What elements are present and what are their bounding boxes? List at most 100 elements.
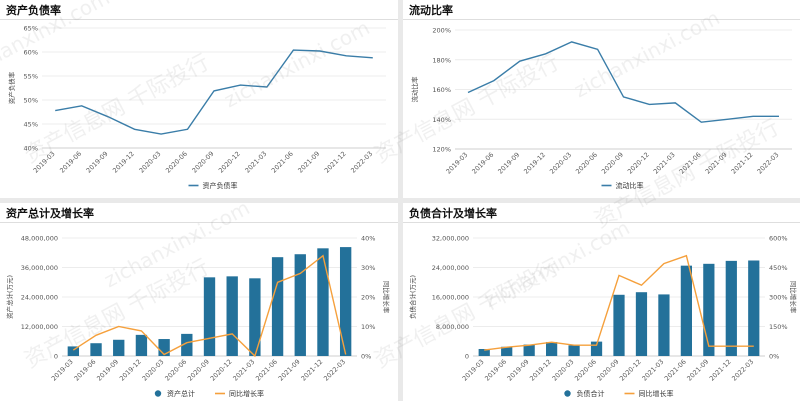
y-tick-label: 48,000,000 bbox=[21, 235, 58, 243]
y2-tick-label: 150% bbox=[769, 323, 788, 331]
total-assets-chart: 0 12,000,000 24,000,000 36,000,000 48,000,00… bbox=[5, 235, 391, 399]
x-tick-label: 2020-09 bbox=[600, 151, 625, 176]
bar bbox=[339, 247, 352, 356]
bar bbox=[135, 334, 148, 356]
chart-panel-3: 资产总计及增长率 0 12,000,000 24,000,000 36,000,000… bbox=[0, 203, 398, 401]
bar bbox=[181, 333, 193, 356]
y2-axis-label: 同比增长率 bbox=[789, 281, 798, 314]
series-line bbox=[72, 254, 347, 358]
x-tick-label: 2021-12 bbox=[708, 358, 733, 383]
chart-panel-2: 流动比率 120% 140% 160% 180% 200% 2019-03 2019-06 2… bbox=[403, 0, 800, 198]
y-tick-label: 120% bbox=[432, 146, 451, 154]
x-tick-label: 2019-03 bbox=[50, 358, 75, 383]
bar bbox=[249, 278, 261, 356]
y2-tick-label: 450% bbox=[769, 264, 788, 272]
asset-liability-ratio-chart: 40%45%50%55%60%65%2019-03 2019-06 2019-09 2… bbox=[7, 25, 386, 190]
legend-label: 同比增长率 bbox=[229, 389, 264, 398]
y-tick-label: 16,000,000 bbox=[432, 294, 469, 302]
x-tick-label: 2022-03 bbox=[349, 150, 374, 175]
y2-tick-label: 10% bbox=[361, 323, 375, 331]
x-tick-label: 2019-12 bbox=[528, 358, 553, 383]
panel-title: 资产负债率 bbox=[6, 4, 61, 17]
y2-axis-label: 同比增长率 bbox=[382, 281, 391, 314]
x-tick-label: 2020-03 bbox=[548, 151, 573, 176]
x-tick-label: 2019-12 bbox=[111, 150, 136, 175]
series-line bbox=[467, 41, 779, 123]
panel-title: 负债合计及增长率 bbox=[409, 207, 497, 220]
y-axis-label: 资产负债率 bbox=[7, 71, 16, 104]
x-tick-label: 2021-06 bbox=[678, 151, 703, 176]
series-line bbox=[484, 254, 754, 351]
bar bbox=[113, 339, 125, 356]
y-tick-label: 40% bbox=[24, 145, 38, 153]
y-axis-label: 流动比率 bbox=[410, 76, 419, 103]
x-tick-label: 2019-09 bbox=[506, 358, 531, 383]
bar bbox=[546, 341, 558, 356]
chart-panel-1: 资产负债率 40% 45% 50% 55% 60% 65% 2019-03 2019-06 20… bbox=[0, 0, 398, 198]
bar bbox=[703, 263, 715, 356]
y2-tick-label: 40% bbox=[361, 235, 375, 243]
x-tick-label: 2019-09 bbox=[85, 150, 110, 175]
x-tick-label: 2020-03 bbox=[138, 150, 163, 175]
x-tick-label: 2021-12 bbox=[730, 151, 755, 176]
y-tick-label: 180% bbox=[432, 56, 451, 64]
title-divider bbox=[403, 19, 800, 20]
y-tick-label: 36,000,000 bbox=[21, 264, 58, 272]
x-tick-label: 2021-03 bbox=[243, 150, 268, 175]
y-tick-label: 55% bbox=[24, 73, 38, 81]
x-tick-label: 2021-09 bbox=[704, 151, 729, 176]
x-tick-label: 2020-09 bbox=[186, 358, 211, 383]
y-tick-label: 200% bbox=[432, 27, 451, 35]
x-tick-label: 2019-06 bbox=[483, 358, 508, 383]
x-tick-label: 2019-06 bbox=[470, 151, 495, 176]
y2-tick-label: 0% bbox=[361, 353, 371, 361]
y-tick-label: 60% bbox=[24, 49, 38, 57]
y-axis-label: 负债合计(万元) bbox=[408, 275, 417, 319]
current-ratio-chart: 120% 140% 160% 180% 200% 2019-03 2019-06 2019-0… bbox=[410, 27, 792, 190]
bar bbox=[67, 346, 80, 356]
bar bbox=[635, 292, 648, 356]
bar bbox=[613, 294, 625, 356]
y2-tick-label: 20% bbox=[361, 294, 375, 302]
y-tick-label: 140% bbox=[432, 116, 451, 124]
bar bbox=[317, 248, 329, 356]
legend-marker bbox=[564, 390, 571, 397]
x-tick-label: 2021-03 bbox=[652, 151, 677, 176]
x-tick-label: 2020-09 bbox=[191, 150, 216, 175]
y-tick-label: 160% bbox=[432, 86, 451, 94]
y-tick-label: 32,000,000 bbox=[432, 235, 469, 243]
x-tick-label: 2020-06 bbox=[163, 358, 188, 383]
x-tick-label: 2019-03 bbox=[32, 150, 57, 175]
bar bbox=[748, 260, 760, 356]
y2-tick-label: 0% bbox=[769, 353, 779, 361]
x-tick-label: 2021-12 bbox=[300, 358, 325, 383]
x-tick-label: 2021-06 bbox=[663, 358, 688, 383]
legend-label: 同比增长率 bbox=[639, 389, 674, 398]
title-divider bbox=[403, 222, 800, 223]
bar bbox=[501, 346, 513, 356]
y-tick-label: 24,000,000 bbox=[432, 264, 469, 272]
bar bbox=[658, 294, 670, 356]
title-divider bbox=[0, 222, 398, 223]
y-tick-label: 0 bbox=[465, 353, 469, 361]
bar bbox=[680, 265, 692, 356]
chart-panel-4: 负债合计及增长率 0 8,000,000 16,000,000 24,000,000 3… bbox=[403, 203, 800, 401]
y-tick-label: 24,000,000 bbox=[21, 294, 58, 302]
bar bbox=[271, 257, 284, 356]
panel-title: 资产总计及增长率 bbox=[6, 207, 94, 220]
x-tick-label: 2020-12 bbox=[626, 151, 651, 176]
x-tick-label: 2021-03 bbox=[640, 358, 665, 383]
y-tick-label: 50% bbox=[24, 97, 38, 105]
bar bbox=[590, 341, 603, 356]
y-tick-label: 12,000,000 bbox=[21, 323, 58, 331]
x-tick-label: 2022-03 bbox=[756, 151, 781, 176]
x-tick-label: 2020-12 bbox=[217, 150, 242, 175]
title-divider bbox=[0, 19, 398, 20]
y2-tick-label: 30% bbox=[361, 264, 375, 272]
bar bbox=[158, 339, 170, 356]
bar bbox=[294, 254, 306, 356]
y2-tick-label: 300% bbox=[769, 294, 788, 302]
x-tick-label: 2019-06 bbox=[73, 358, 98, 383]
y2-tick-label: 600% bbox=[769, 235, 788, 243]
x-tick-label: 2019-09 bbox=[95, 358, 120, 383]
